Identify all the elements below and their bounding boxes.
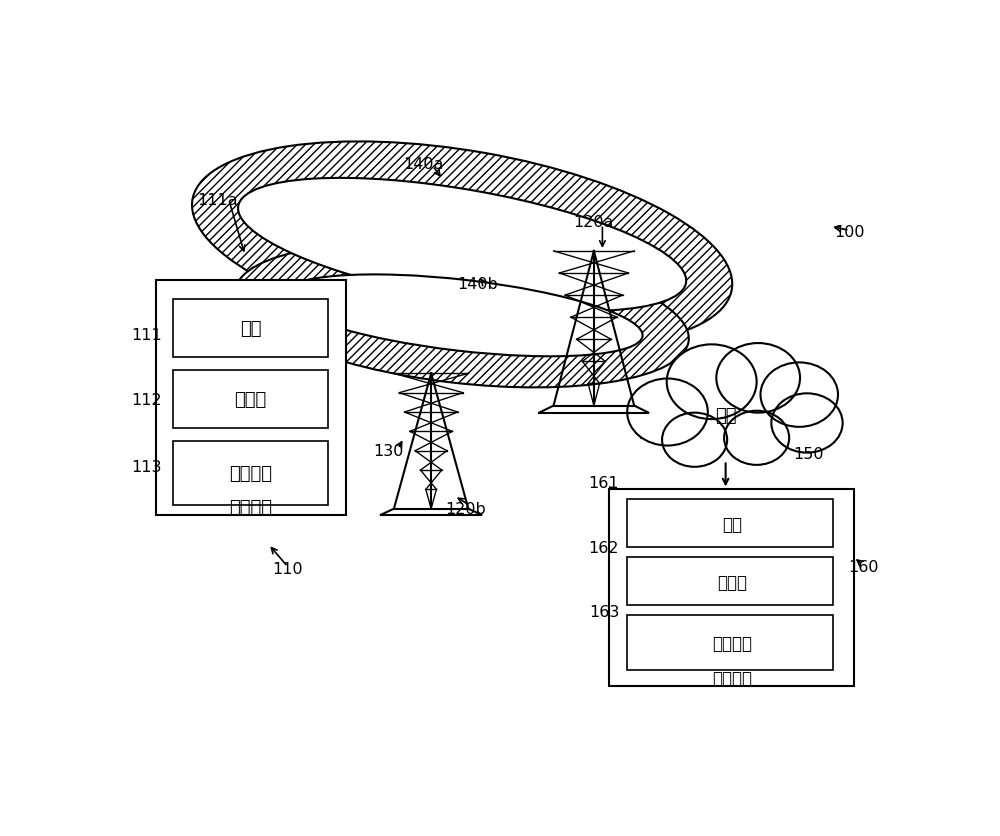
Ellipse shape bbox=[282, 275, 643, 357]
Text: 存储装置: 存储装置 bbox=[229, 465, 272, 482]
Text: 111a: 111a bbox=[198, 192, 238, 207]
Text: 处理器: 处理器 bbox=[717, 573, 747, 591]
Text: 163: 163 bbox=[589, 604, 619, 619]
Circle shape bbox=[667, 345, 757, 420]
FancyBboxPatch shape bbox=[627, 615, 833, 670]
Circle shape bbox=[716, 344, 800, 413]
Circle shape bbox=[761, 363, 838, 427]
Text: 无线装置: 无线装置 bbox=[229, 498, 272, 516]
Text: 160: 160 bbox=[848, 559, 879, 574]
Text: 113: 113 bbox=[131, 460, 162, 475]
Text: 网络节点: 网络节点 bbox=[712, 670, 752, 687]
Text: 162: 162 bbox=[589, 540, 619, 555]
Ellipse shape bbox=[235, 244, 689, 388]
Text: 100: 100 bbox=[834, 225, 865, 240]
Ellipse shape bbox=[192, 142, 732, 348]
Text: 161: 161 bbox=[589, 476, 619, 491]
Text: 接口: 接口 bbox=[240, 320, 261, 338]
FancyBboxPatch shape bbox=[156, 281, 346, 516]
FancyBboxPatch shape bbox=[173, 300, 328, 358]
Circle shape bbox=[771, 394, 843, 453]
FancyBboxPatch shape bbox=[627, 499, 833, 548]
Text: 130: 130 bbox=[373, 444, 404, 459]
Text: 112: 112 bbox=[131, 392, 162, 407]
Ellipse shape bbox=[238, 179, 686, 312]
Circle shape bbox=[724, 411, 789, 466]
Text: 150: 150 bbox=[793, 447, 824, 461]
Circle shape bbox=[627, 379, 708, 446]
FancyBboxPatch shape bbox=[173, 441, 328, 506]
FancyBboxPatch shape bbox=[609, 490, 854, 686]
Text: 存储装置: 存储装置 bbox=[712, 634, 752, 652]
Text: 接口: 接口 bbox=[722, 515, 742, 533]
Text: 网络: 网络 bbox=[715, 407, 736, 425]
Text: 120a: 120a bbox=[574, 215, 614, 230]
Text: 111: 111 bbox=[131, 328, 162, 343]
Text: 140b: 140b bbox=[457, 276, 498, 291]
Circle shape bbox=[662, 413, 727, 467]
Text: 110: 110 bbox=[272, 562, 303, 577]
Text: 120b: 120b bbox=[446, 502, 486, 517]
FancyBboxPatch shape bbox=[173, 370, 328, 429]
FancyBboxPatch shape bbox=[627, 558, 833, 605]
Text: 140a: 140a bbox=[403, 157, 444, 172]
Text: 处理器: 处理器 bbox=[234, 390, 267, 409]
